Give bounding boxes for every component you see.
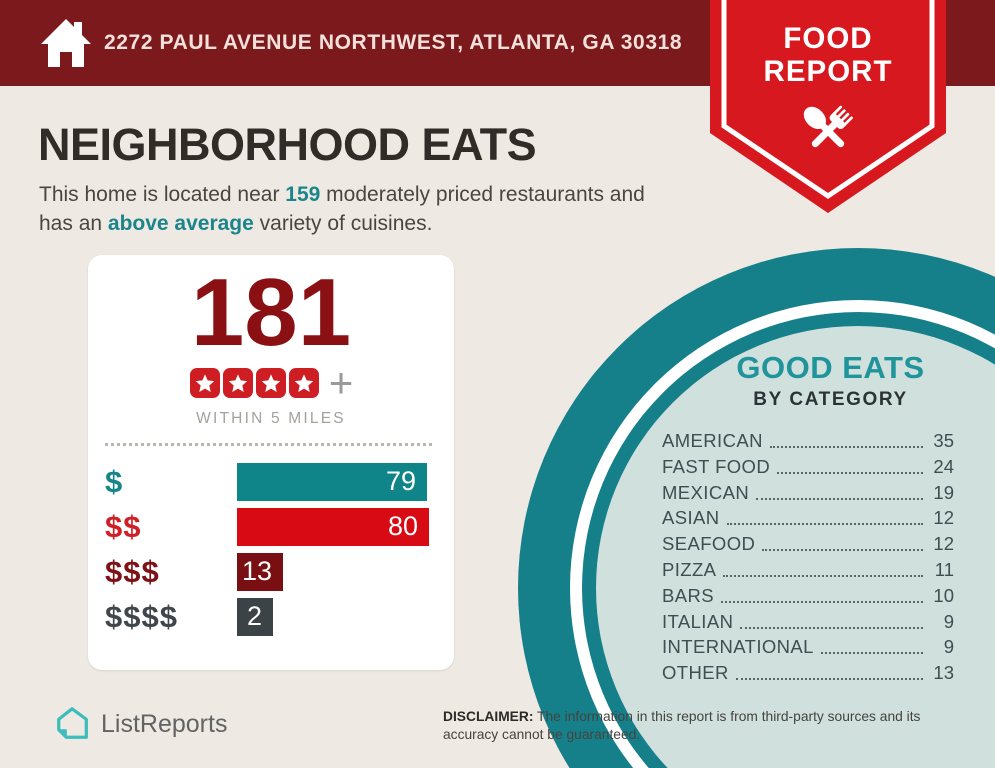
subtitle-text: has an	[39, 212, 108, 235]
yelp-star-icon	[289, 367, 320, 398]
subtitle-accent: above average	[107, 212, 254, 235]
dotted-leader	[769, 446, 923, 448]
disclaimer-line2: accuracy cannot be guaranteed.	[443, 727, 641, 742]
badge-title: FOOD REPORT	[710, 22, 946, 88]
category-row: BARS 10	[662, 584, 954, 607]
category-row: FAST FOOD 24	[662, 455, 954, 478]
subtitle-line: has an above average variety of cuisines…	[39, 209, 645, 238]
dotted-leader	[820, 652, 923, 655]
home-icon	[41, 19, 91, 67]
disclaimer: DISCLAIMER: The information in this repo…	[443, 708, 988, 744]
category-count: 24	[933, 455, 954, 477]
price-bar-value: 80	[387, 511, 418, 542]
category-name: FAST FOOD	[662, 455, 771, 477]
category-name: INTERNATIONAL	[662, 636, 814, 658]
dotted-divider	[105, 442, 432, 446]
category-count: 12	[933, 533, 954, 555]
category-name: PIZZA	[662, 558, 717, 580]
category-count: 10	[933, 584, 954, 606]
price-bar-row: $$ 80	[105, 507, 438, 546]
price-bars: $ 79 $$ 80 $$$ 13 $$$$ 2	[88, 462, 454, 636]
category-row: MEXICAN 19	[662, 481, 954, 504]
category-name: MEXICAN	[662, 481, 750, 503]
category-row: ASIAN 12	[662, 507, 954, 529]
price-bar-row: $$$ 13	[105, 552, 438, 591]
category-count: 12	[933, 507, 954, 529]
listreports-logo: ListReports	[54, 705, 227, 743]
category-row: INTERNATIONAL 9	[662, 636, 954, 658]
rating-stars	[189, 367, 321, 398]
good-eats-header: GOOD EATS BY CATEGORY	[662, 350, 954, 411]
radius-label: WITHIN 5 MILES	[196, 409, 346, 427]
subtitle-text: moderately priced restaurants and	[320, 183, 645, 206]
category-name: ASIAN	[662, 507, 720, 529]
category-name: SEAFOOD	[662, 533, 756, 555]
disclaimer-label: DISCLAIMER:	[443, 709, 534, 724]
restaurant-count: 181	[190, 259, 352, 366]
category-list: AMERICAN 35 FAST FOOD 24 MEXICAN 19 ASIA…	[662, 430, 954, 684]
dotted-leader	[777, 471, 923, 474]
badge-line1: FOOD	[783, 22, 873, 55]
category-row: SEAFOOD 12	[662, 533, 954, 555]
yelp-star-icon	[223, 367, 254, 398]
badge-line2: REPORT	[763, 55, 893, 88]
price-bar-value: 2	[246, 601, 262, 632]
price-tier-label: $$$	[105, 553, 160, 589]
yelp-star-icon	[256, 367, 287, 398]
category-name: AMERICAN	[662, 430, 763, 451]
category-count: 9	[943, 610, 954, 632]
price-bar: 2	[237, 597, 273, 636]
subtitle-text: This home is located near	[39, 183, 286, 206]
good-eats-panel: GOOD EATS BY CATEGORY AMERICAN 35 FAST F…	[662, 350, 954, 691]
category-row: PIZZA 11	[662, 558, 954, 581]
yelp-star-icon	[190, 367, 221, 398]
disclaimer-line1: The information in this report is from t…	[537, 709, 921, 724]
subtitle-accent: 159	[285, 183, 321, 206]
subtitle-text: variety of cuisines.	[253, 212, 433, 235]
category-name: ITALIAN	[662, 610, 734, 632]
price-tier-label: $	[105, 463, 124, 499]
category-count: 35	[933, 430, 954, 451]
good-eats-title: GOOD EATS	[736, 350, 925, 385]
price-bar-value: 79	[385, 466, 416, 497]
category-name: OTHER	[662, 662, 729, 684]
address-text: 2272 PAUL AVENUE NORTHWEST, ATLANTA, GA …	[104, 31, 683, 54]
rating-row: +	[88, 358, 454, 406]
price-bar: 79	[237, 462, 427, 501]
dotted-leader	[723, 574, 923, 577]
dotted-leader	[762, 549, 923, 552]
food-report-badge: FOOD REPORT	[710, 0, 946, 213]
badge-ribbon-shape	[710, 0, 946, 213]
category-name: BARS	[662, 584, 714, 606]
category-count: 9	[943, 636, 954, 658]
category-row: OTHER 13	[662, 662, 954, 684]
dotted-leader	[720, 600, 923, 603]
category-count: 19	[933, 481, 954, 503]
dotted-leader	[726, 523, 923, 526]
price-bar: 80	[237, 507, 429, 546]
price-bar-row: $$$$ 2	[105, 597, 438, 636]
category-count: 13	[933, 662, 954, 684]
restaurant-stats-card: 181 + WITHIN 5 MILES $ 79 $$	[88, 255, 454, 670]
brand-name: ListReports	[101, 709, 228, 738]
price-tier-label: $$	[105, 508, 142, 544]
price-bar-value: 13	[241, 556, 272, 587]
dotted-leader	[756, 497, 923, 500]
subtitle: This home is located near 159 moderately…	[39, 180, 645, 238]
dotted-leader	[740, 626, 923, 629]
category-row: AMERICAN 35	[662, 430, 954, 452]
listreports-icon	[57, 707, 88, 739]
subtitle-line: This home is located near 159 moderately…	[39, 180, 645, 209]
good-eats-subtitle: BY CATEGORY	[753, 389, 908, 410]
page-title: NEIGHBORHOOD EATS	[38, 119, 537, 170]
price-bar: 13	[237, 552, 283, 591]
category-count: 11	[934, 558, 954, 580]
price-bar-row: $ 79	[105, 462, 438, 501]
crossed-spoon-fork-icon	[803, 105, 853, 148]
dotted-leader	[735, 678, 923, 681]
category-row: ITALIAN 9	[662, 610, 954, 633]
plus-sign: +	[328, 358, 354, 406]
price-tier-label: $$$$	[105, 598, 178, 634]
